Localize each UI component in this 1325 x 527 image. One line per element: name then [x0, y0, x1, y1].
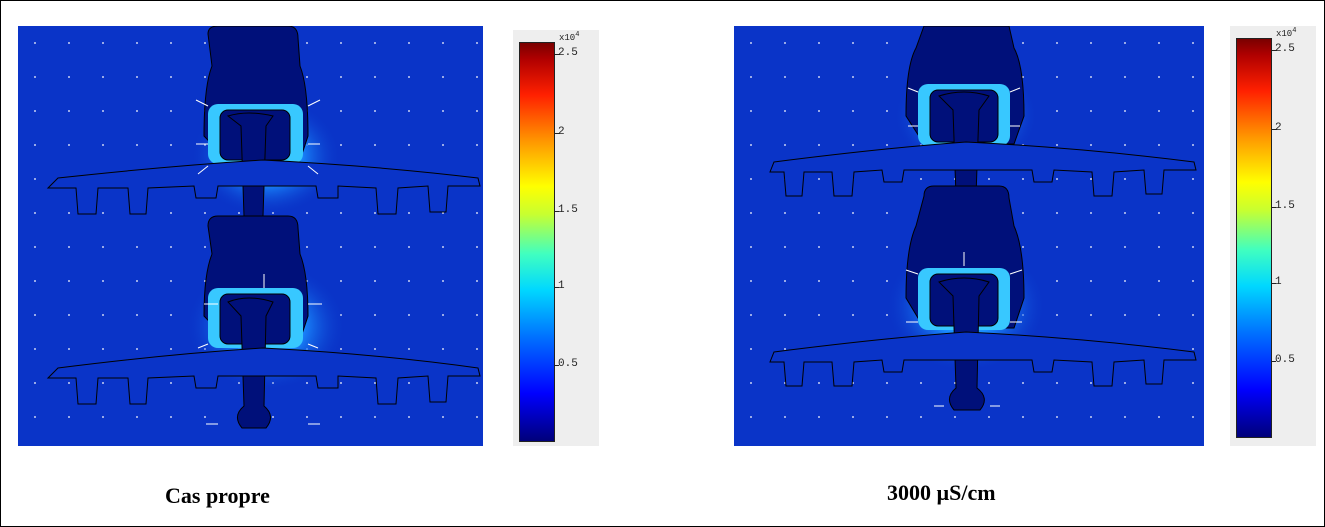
field-plot-3000	[734, 26, 1204, 446]
colorbar-tick-label: 2.5	[1275, 43, 1295, 55]
colorbar-clean: x104 2.5 2 1.5 1 0.5	[513, 30, 599, 446]
colorbar-tick-label: 2	[558, 126, 565, 138]
field-plot-svg-clean	[18, 26, 483, 446]
colorbar-tick-label: 1.5	[1275, 200, 1295, 212]
colorbar-tick	[1271, 361, 1276, 362]
colorbar-3000: x104 2.5 2 1.5 1 0.5	[1230, 26, 1316, 446]
colorbar-tick-label: 2	[1275, 122, 1282, 134]
colorbar-gradient	[1236, 38, 1272, 438]
colorbar-tick-label: 2.5	[558, 47, 578, 59]
colorbar-tick-label: 0.5	[1275, 354, 1295, 366]
caption-clean: Cas propre	[165, 483, 270, 508]
colorbar-tick	[554, 54, 559, 55]
colorbar-multiplier: x104	[1276, 27, 1297, 39]
colorbar-gradient	[519, 42, 555, 442]
colorbar-multiplier: x104	[559, 31, 580, 43]
colorbar-tick	[1271, 50, 1276, 51]
colorbar-tick	[554, 365, 559, 366]
field-plot-clean	[18, 26, 483, 446]
colorbar-tick	[554, 287, 559, 288]
field-plot-svg-3000	[734, 26, 1204, 446]
colorbar-tick-label: 1.5	[558, 204, 578, 216]
colorbar-tick	[1271, 129, 1276, 130]
colorbar-tick-label: 1	[558, 280, 565, 292]
colorbar-tick-label: 1	[1275, 276, 1282, 288]
colorbar-tick-label: 0.5	[558, 358, 578, 370]
colorbar-tick	[1271, 283, 1276, 284]
colorbar-tick	[554, 211, 559, 212]
caption-3000: 3000 µS/cm	[887, 480, 996, 505]
colorbar-tick	[554, 133, 559, 134]
colorbar-tick	[1271, 207, 1276, 208]
